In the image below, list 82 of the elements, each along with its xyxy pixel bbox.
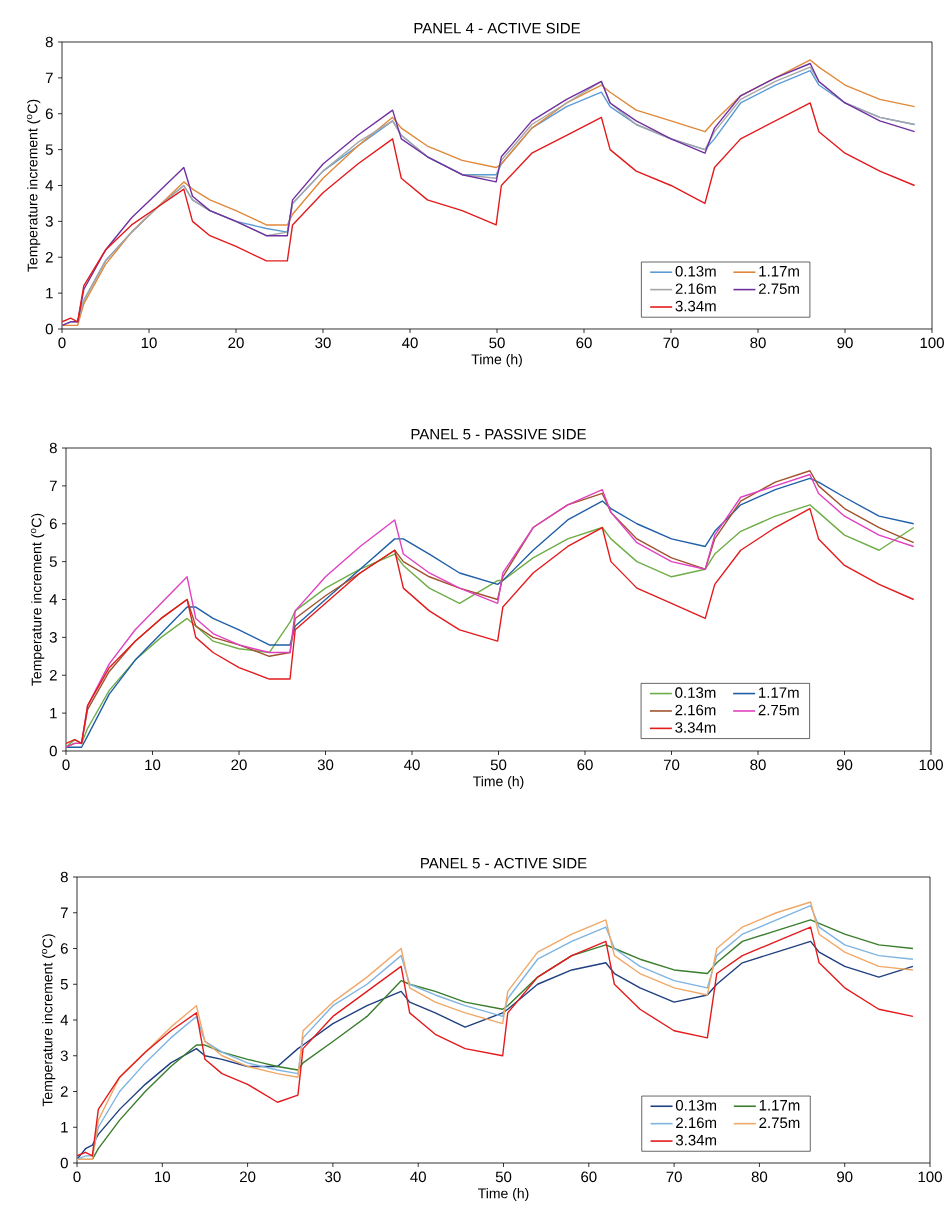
x-tick-label: 70: [666, 1171, 682, 1183]
y-tick-label: 4: [45, 180, 54, 191]
x-tick-label: 70: [663, 759, 680, 771]
y-tick-label: 5: [49, 556, 57, 567]
y-tick-label: 0: [45, 323, 53, 335]
x-tick-label: 20: [231, 759, 247, 771]
x-tick-label: 50: [490, 759, 507, 771]
legend-label: 3.34m: [675, 300, 716, 312]
legend-label: 2.75m: [758, 704, 799, 716]
x-tick-label: 30: [317, 759, 334, 771]
legend-label: 1.17m: [759, 266, 799, 277]
y-tick-label: 8: [60, 871, 68, 883]
chart-title: PANEL 4 - ACTIVE SIDE: [414, 22, 580, 34]
x-tick-label: 60: [581, 1171, 597, 1183]
legend-label: 0.13m: [675, 1100, 717, 1111]
chart-title: PANEL 5 - ACTIVE SIDE: [421, 857, 587, 869]
y-tick-label: 5: [60, 979, 68, 990]
legend-label: 2.16m: [675, 283, 716, 295]
legend-label: 0.13m: [675, 687, 716, 698]
y-tick-label: 2: [45, 252, 53, 263]
legend-label: 1.17m: [759, 1100, 800, 1111]
y-tick-label: 6: [49, 518, 57, 530]
x-tick-label: 0: [73, 1171, 81, 1183]
legend-label: 1.17m: [759, 687, 799, 698]
x-tick-label: 30: [325, 1171, 341, 1183]
x-tick-label: 50: [489, 337, 505, 349]
x-tick-label: 70: [663, 337, 679, 349]
legend-label: 2.75m: [758, 283, 799, 295]
y-tick-label: 3: [49, 632, 57, 643]
x-tick-label: 10: [145, 759, 161, 771]
x-tick-label: 20: [240, 1171, 256, 1183]
y-tick-label: 3: [60, 1050, 68, 1062]
y-tick-label: 7: [60, 907, 68, 918]
x-tick-label: 90: [837, 1171, 853, 1183]
legend-label: 3.34m: [675, 1134, 717, 1146]
x-tick-label: 100: [920, 337, 944, 349]
y-tick-label: 4: [49, 594, 58, 605]
x-tick-label: 80: [750, 759, 766, 771]
y-tick-label: 1: [61, 1122, 68, 1133]
x-axis-title: Time (h): [473, 776, 524, 790]
x-tick-label: 100: [918, 1171, 942, 1183]
x-tick-label: 40: [402, 337, 418, 349]
legend-label: 0.13m: [675, 265, 716, 277]
y-tick-label: 1: [46, 287, 53, 299]
x-tick-label: 10: [155, 1171, 171, 1183]
y-tick-label: 0: [49, 745, 57, 757]
y-tick-label: 6: [45, 108, 53, 120]
x-tick-label: 90: [836, 759, 853, 771]
x-tick-label: 60: [576, 337, 592, 349]
y-tick-label: 4: [60, 1014, 69, 1026]
y-tick-label: 0: [60, 1157, 68, 1169]
y-tick-label: 6: [60, 943, 68, 954]
legend-label: 2.16m: [675, 704, 716, 716]
y-tick-label: 8: [45, 36, 53, 48]
x-tick-label: 80: [750, 337, 766, 349]
x-tick-label: 60: [577, 759, 593, 771]
y-tick-label: 8: [49, 442, 57, 454]
y-tick-label: 2: [60, 1086, 68, 1097]
x-tick-label: 40: [410, 1171, 426, 1183]
legend-label: 3.34m: [675, 722, 716, 733]
x-tick-label: 50: [495, 1171, 512, 1183]
y-tick-label: 5: [45, 144, 53, 155]
y-axis-title: Temperature increment ($^{o}$C): [41, 934, 56, 1107]
chart-title: PANEL 5 - PASSIVE SIDE: [411, 428, 586, 440]
x-axis-title: Time (h): [471, 354, 522, 368]
y-tick-label: 2: [49, 670, 57, 681]
legend-label: 2.75m: [759, 1117, 800, 1129]
y-tick-label: 7: [49, 480, 57, 492]
x-tick-label: 30: [315, 337, 331, 349]
legend-label: 2.16m: [676, 1117, 717, 1129]
y-axis-title: Temperature increment ($^{o}$C): [30, 513, 45, 686]
y-axis-title: Temperature increment ($^{o}$C): [26, 99, 41, 272]
x-tick-label: 40: [404, 759, 420, 771]
y-tick-label: 7: [45, 72, 53, 84]
x-tick-label: 10: [141, 337, 157, 349]
x-tick-label: 80: [751, 1171, 768, 1183]
x-tick-label: 100: [919, 759, 943, 771]
x-axis-title: Time (h): [478, 1188, 529, 1202]
x-tick-label: 90: [837, 337, 853, 349]
x-tick-label: 20: [228, 337, 244, 349]
y-tick-label: 3: [45, 216, 53, 227]
y-tick-label: 1: [50, 707, 57, 719]
